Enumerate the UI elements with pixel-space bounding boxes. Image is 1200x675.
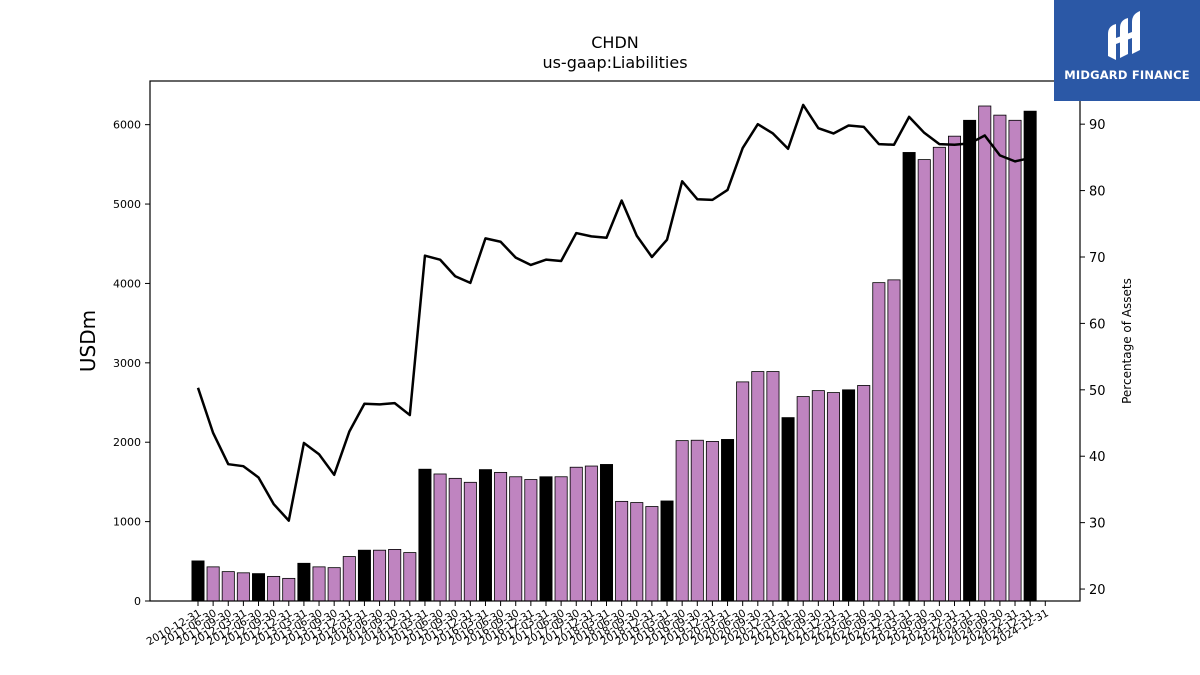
bar bbox=[993, 114, 1007, 602]
y2-axis-label: Percentage of Assets bbox=[1120, 278, 1134, 404]
bar bbox=[448, 477, 462, 602]
bar bbox=[297, 562, 311, 602]
bar bbox=[857, 385, 871, 602]
y-tick-label: 1000 bbox=[113, 516, 141, 529]
bar bbox=[690, 439, 704, 602]
bar bbox=[569, 466, 583, 602]
bar bbox=[736, 381, 750, 602]
bar bbox=[524, 479, 538, 602]
plot-frame bbox=[149, 80, 1081, 602]
bar bbox=[811, 390, 825, 602]
y2-tick-label: 80 bbox=[1089, 185, 1106, 200]
bar bbox=[902, 152, 916, 602]
bars-group bbox=[191, 105, 1037, 602]
bar bbox=[721, 439, 735, 602]
bar bbox=[645, 506, 659, 602]
bar bbox=[206, 566, 220, 602]
y-tick-label: 3000 bbox=[113, 357, 141, 370]
bar bbox=[872, 282, 886, 602]
bar bbox=[267, 575, 281, 602]
bar bbox=[1008, 119, 1022, 602]
bar bbox=[282, 577, 296, 602]
y2-tick-label: 20 bbox=[1089, 583, 1106, 598]
y-tick-label: 2000 bbox=[113, 436, 141, 449]
logo-mark-icon bbox=[1108, 11, 1140, 60]
bar bbox=[373, 549, 387, 602]
bar bbox=[418, 468, 432, 602]
logo-text: MIDGARD FINANCE bbox=[1064, 68, 1190, 82]
bar bbox=[463, 481, 477, 602]
bar bbox=[433, 473, 447, 602]
brand-logo: MIDGARD FINANCE bbox=[1054, 0, 1200, 101]
bar bbox=[327, 567, 341, 602]
bar bbox=[932, 146, 946, 602]
bar bbox=[342, 556, 356, 602]
y2-tick-label: 30 bbox=[1089, 517, 1106, 532]
bar bbox=[751, 371, 765, 602]
bar bbox=[357, 549, 371, 602]
bar bbox=[494, 471, 508, 602]
chart-title: CHDN bbox=[591, 33, 639, 52]
bar bbox=[615, 500, 629, 602]
bar bbox=[478, 469, 492, 602]
y-axis-label: USDm bbox=[76, 310, 100, 372]
bar bbox=[252, 573, 266, 602]
bar bbox=[842, 389, 856, 602]
y-tick-label: 5000 bbox=[113, 198, 141, 211]
bar bbox=[221, 571, 235, 602]
bar bbox=[1023, 110, 1037, 602]
bar bbox=[630, 502, 644, 602]
bar bbox=[978, 105, 992, 602]
bar bbox=[826, 392, 840, 602]
bar bbox=[539, 476, 553, 602]
bar bbox=[191, 560, 205, 602]
bar bbox=[705, 441, 719, 602]
bar bbox=[796, 396, 810, 602]
y2-tick-label: 40 bbox=[1089, 450, 1106, 465]
bar bbox=[554, 476, 568, 602]
chart-subtitle: us-gaap:Liabilities bbox=[542, 53, 687, 72]
bar bbox=[963, 119, 977, 602]
bar bbox=[236, 572, 250, 602]
bar bbox=[388, 549, 402, 602]
y2-tick-label: 90 bbox=[1089, 118, 1106, 133]
bar bbox=[509, 476, 523, 602]
bar bbox=[675, 440, 689, 602]
bar bbox=[660, 500, 674, 602]
y-tick-label: 6000 bbox=[113, 119, 141, 132]
bar bbox=[887, 279, 901, 602]
bar bbox=[312, 566, 326, 602]
bar bbox=[600, 464, 614, 602]
y2-tick-label: 70 bbox=[1089, 251, 1106, 266]
bar bbox=[403, 552, 417, 602]
bar bbox=[781, 417, 795, 602]
percentage-line bbox=[196, 103, 1031, 522]
line-group bbox=[196, 103, 1031, 522]
bar bbox=[766, 371, 780, 602]
bar bbox=[948, 135, 962, 602]
y-tick-label: 4000 bbox=[113, 277, 141, 290]
y2-tick-label: 60 bbox=[1089, 317, 1106, 332]
axes-group: 0 1000 2000 3000 4000 5000 6000 20 30 40 50 60 70 80 9… bbox=[113, 80, 1106, 648]
bar bbox=[917, 159, 931, 602]
y-tick-label: 0 bbox=[134, 595, 141, 608]
bar bbox=[584, 465, 598, 602]
y2-tick-label: 50 bbox=[1089, 384, 1106, 399]
